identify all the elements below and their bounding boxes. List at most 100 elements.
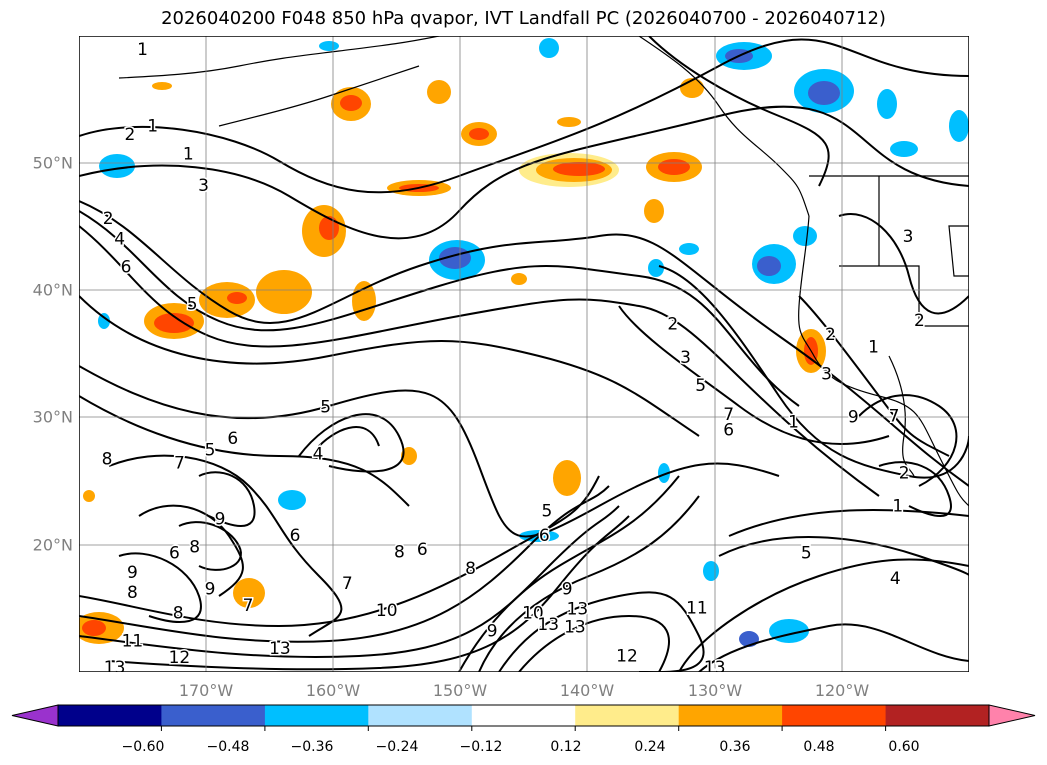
contour-label: 8 bbox=[127, 583, 138, 603]
contour-label: 1 bbox=[788, 413, 799, 433]
lon-label-140w: 140°W bbox=[559, 681, 615, 700]
contour-label: 7 bbox=[342, 574, 353, 594]
contour-label: 13 bbox=[269, 639, 291, 659]
contour-label: 2 bbox=[825, 325, 836, 345]
colorbar-extension-low bbox=[11, 704, 59, 727]
lat-label-30n: 30°N bbox=[32, 407, 73, 427]
contour-label: 6 bbox=[169, 544, 180, 564]
contour-label: 7 bbox=[723, 405, 734, 425]
colorbar-segment bbox=[471, 705, 576, 726]
lat-label-40n: 40°N bbox=[32, 280, 73, 300]
colorbar-segment bbox=[58, 705, 162, 726]
map-background bbox=[79, 36, 969, 672]
contour-label: 13 bbox=[567, 600, 589, 620]
colorbar-tick-label: 0.24 bbox=[634, 739, 665, 755]
colorbar-tick-label: 0.48 bbox=[803, 739, 834, 755]
colorbar-segment bbox=[782, 705, 886, 726]
contour-label: 8 bbox=[189, 537, 200, 557]
contour-label: 9 bbox=[205, 579, 216, 599]
contour-label: 5 bbox=[695, 376, 706, 396]
colorbar-segment bbox=[264, 705, 369, 726]
contour-label: 3 bbox=[821, 364, 832, 384]
contour-label: 5 bbox=[801, 544, 812, 564]
contour-label: 13 bbox=[537, 615, 559, 635]
contour-label: 3 bbox=[903, 227, 914, 247]
contour-label: 8 bbox=[394, 542, 405, 562]
lat-label-50n: 50°N bbox=[32, 153, 73, 173]
colorbar-tick-label: −0.60 bbox=[122, 739, 165, 755]
contour-label: 11 bbox=[122, 632, 144, 652]
colorbar-segment bbox=[885, 705, 990, 726]
contour-label: 12 bbox=[616, 647, 638, 667]
colorbar-tick-label: −0.12 bbox=[460, 739, 503, 755]
colorbar-tick-label: 0.12 bbox=[550, 739, 581, 755]
contour-label: 5 bbox=[320, 397, 331, 417]
contour-label: 12 bbox=[169, 648, 191, 668]
contour-label: 13 bbox=[104, 658, 126, 672]
colorbar-tick-label: −0.48 bbox=[207, 739, 250, 755]
lon-label-130w: 130°W bbox=[687, 681, 743, 700]
contour-label: 4 bbox=[313, 445, 324, 465]
contour-label: 6 bbox=[227, 429, 238, 449]
contour-label: 1 bbox=[868, 338, 879, 358]
colorbar: −0.60 −0.48 −0.36 −0.24 −0.12 0.12 0.24 … bbox=[11, 704, 1036, 755]
colorbar-segment bbox=[161, 705, 266, 726]
contour-label: 1 bbox=[147, 116, 158, 136]
colorbar-tick-labels: −0.60 −0.48 −0.36 −0.24 −0.12 0.12 0.24 … bbox=[122, 739, 920, 755]
contour-label: 6 bbox=[121, 258, 132, 278]
contour-label: 5 bbox=[187, 294, 198, 314]
contour-label: 2 bbox=[667, 315, 678, 335]
contour-label: 7 bbox=[174, 453, 185, 473]
coastlines bbox=[118, 36, 969, 507]
contour-label: 1 bbox=[183, 144, 194, 164]
colorbar-extension-high bbox=[988, 704, 1036, 727]
lon-label-150w: 150°W bbox=[432, 681, 488, 700]
contour-label: 3 bbox=[680, 348, 691, 368]
contour-label: 5 bbox=[541, 502, 552, 522]
contour-label: 5 bbox=[205, 441, 216, 461]
map-title: 2026040200 F048 850 hPa qvapor, IVT Land… bbox=[161, 8, 886, 29]
colorbar-tick-label: −0.24 bbox=[376, 739, 419, 755]
contour-label: 13 bbox=[704, 658, 726, 672]
contour-label: 9 bbox=[848, 408, 859, 428]
colorbar-segment bbox=[368, 705, 473, 726]
contour-label: 6 bbox=[290, 526, 301, 546]
contour-label: 9 bbox=[487, 621, 498, 641]
colorbar-tick-label: 0.36 bbox=[719, 739, 750, 755]
graticule bbox=[79, 36, 969, 672]
contour-label: 3 bbox=[198, 176, 209, 196]
contour-label: 1 bbox=[892, 497, 903, 517]
contour-label: 8 bbox=[173, 604, 184, 624]
contour-label: 11 bbox=[686, 598, 708, 618]
contour-label: 6 bbox=[723, 420, 734, 440]
contour-label: 8 bbox=[102, 450, 113, 470]
contour-label: 4 bbox=[890, 569, 901, 589]
contour-label: 6 bbox=[417, 540, 428, 560]
contour-label: 9 bbox=[215, 509, 226, 529]
lat-label-20n: 20°N bbox=[32, 535, 73, 555]
contour-label: 6 bbox=[539, 526, 550, 546]
colorbar-segment bbox=[575, 705, 680, 726]
lon-label-160w: 160°W bbox=[305, 681, 361, 700]
contour-label: 9 bbox=[562, 579, 573, 599]
contour-label: 7 bbox=[243, 596, 254, 616]
colorbar-outline bbox=[57, 704, 990, 727]
contour-label: 7 bbox=[889, 406, 900, 426]
contour-label: 1 bbox=[137, 40, 148, 60]
colorbar-tick-label: 0.60 bbox=[888, 739, 919, 755]
contour-label: 13 bbox=[564, 618, 586, 638]
lon-label-120w: 120°W bbox=[814, 681, 870, 700]
contour-label: 2 bbox=[914, 311, 925, 331]
colorbar-segments bbox=[11, 704, 1036, 731]
contour-label: 10 bbox=[376, 601, 398, 621]
contour-label: 2 bbox=[124, 125, 135, 145]
contour-label: 10 bbox=[522, 604, 544, 624]
lon-label-170w: 170°W bbox=[178, 681, 234, 700]
contour-label: 4 bbox=[114, 230, 125, 250]
colorbar-tick-label: −0.36 bbox=[291, 739, 334, 755]
contour-label: 2 bbox=[103, 209, 114, 229]
ivt-contours bbox=[79, 36, 969, 672]
contour-label: 8 bbox=[465, 559, 476, 579]
